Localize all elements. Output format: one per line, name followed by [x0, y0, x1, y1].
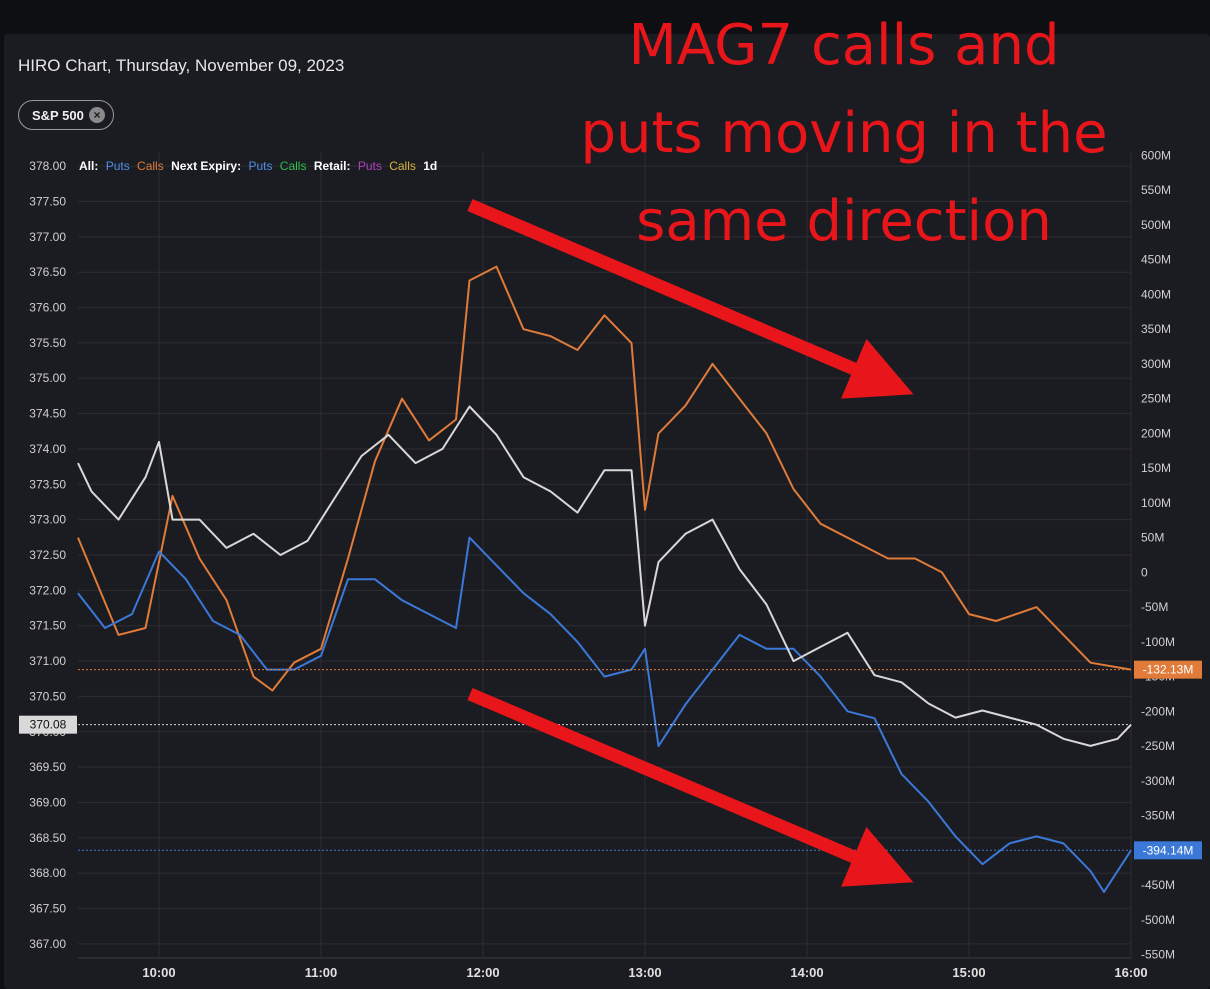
x-tick-label: 13:00: [628, 965, 661, 980]
right-tick-label: -200M: [1141, 704, 1175, 718]
right-tick-label: 300M: [1141, 357, 1171, 371]
left-tick-label: 369.50: [29, 760, 66, 774]
symbol-chip-label: S&P 500: [32, 107, 84, 123]
series-line-calls[interactable]: [77, 265, 1132, 692]
left-tick-label: 369.00: [29, 795, 66, 809]
legend-next-expiry-label: Next Expiry:: [171, 159, 242, 173]
flow-tag-label: -132.13M: [1143, 663, 1194, 677]
x-tick-label: 11:00: [305, 965, 338, 980]
legend-retail-puts[interactable]: Puts: [357, 159, 382, 173]
x-tick-label: 12:00: [466, 965, 499, 980]
flow-tag-label: -394.14M: [1143, 843, 1194, 857]
right-tick-label: 0: [1141, 565, 1148, 579]
lower-arrow: [467, 688, 914, 887]
legend-next-expiry-calls[interactable]: Calls: [279, 159, 307, 173]
price-tag: [19, 715, 77, 734]
chart-legend: All: Puts Calls Next Expiry: Puts Calls …: [79, 159, 441, 173]
price-tag-label: 370.08: [30, 718, 67, 732]
left-tick-label: 367.50: [29, 902, 66, 916]
right-tick-label: -50M: [1141, 600, 1168, 614]
left-tick-label: 373.00: [29, 513, 66, 527]
right-tick-label: 500M: [1141, 218, 1171, 232]
left-tick-label: 377.00: [29, 230, 66, 244]
right-tick-label: 450M: [1141, 253, 1171, 267]
left-tick-label: 376.50: [29, 265, 66, 279]
right-tick-label: 600M: [1141, 148, 1171, 162]
legend-period[interactable]: 1d: [423, 159, 438, 173]
legend-all-label: All:: [79, 159, 99, 173]
right-tick-label: -350M: [1141, 809, 1175, 823]
left-tick-label: 376.00: [29, 301, 66, 315]
left-tick-label: 368.00: [29, 866, 66, 880]
flow-tag: [1134, 660, 1202, 679]
left-tick-label: 368.50: [29, 831, 66, 845]
left-tick-label: 375.00: [29, 371, 66, 385]
right-tick-label: 100M: [1141, 496, 1171, 510]
right-tick-label: -450M: [1141, 878, 1175, 892]
left-tick-label: 371.00: [29, 654, 66, 668]
right-tick-label: 50M: [1141, 531, 1164, 545]
left-tick-label: 374.00: [29, 442, 66, 456]
legend-retail-calls[interactable]: Calls: [389, 159, 416, 173]
right-tick-label: -500M: [1141, 913, 1175, 927]
x-tick-label: 10:00: [142, 965, 175, 980]
last-value-tags: -132.13M -394.14M 370.08: [19, 660, 1202, 860]
right-tick-label: 350M: [1141, 322, 1171, 336]
chart-panel: [4, 34, 1210, 989]
left-tick-label: 377.50: [29, 194, 66, 208]
x-tick-label: 15:00: [952, 965, 985, 980]
legend-all-puts[interactable]: Puts: [105, 159, 130, 173]
time-axis: 10:00 11:00 12:00 13:00 14:00 15:00 16:00: [142, 965, 1147, 980]
chart-grid: [78, 152, 1132, 959]
left-tick-label: 372.00: [29, 583, 66, 597]
right-tick-label: -250M: [1141, 739, 1175, 753]
legend-next-expiry-puts[interactable]: Puts: [248, 159, 273, 173]
x-tick-label: 14:00: [790, 965, 823, 980]
right-tick-label: 400M: [1141, 287, 1171, 301]
right-tick-label: 550M: [1141, 183, 1171, 197]
series-layer: [77, 265, 1132, 893]
left-tick-label: 371.50: [29, 619, 66, 633]
left-tick-label: 378.00: [29, 159, 66, 173]
left-tick-label: 374.50: [29, 407, 66, 421]
symbol-filter-chip[interactable]: S&P 500 ×: [18, 100, 114, 130]
legend-all-calls[interactable]: Calls: [137, 159, 164, 173]
left-tick-label: 373.50: [29, 477, 66, 491]
legend-retail-label: Retail:: [313, 159, 351, 173]
flow-tag: [1134, 841, 1202, 860]
series-line-puts[interactable]: [77, 536, 1132, 893]
x-tick-label: 16:00: [1114, 965, 1147, 980]
chart-title: HIRO Chart, Thursday, November 09, 2023: [18, 56, 345, 75]
left-tick-label: 367.00: [29, 937, 66, 951]
right-tick-label: -550M: [1141, 948, 1175, 962]
right-tick-label: 250M: [1141, 392, 1171, 406]
right-tick-label: -300M: [1141, 774, 1175, 788]
annotation-line-3: same direction: [636, 189, 1052, 254]
left-tick-label: 375.50: [29, 336, 66, 350]
right-flow-axis: 600M 550M 500M 450M 400M 350M 300M 250M 200M 150M…: [1141, 148, 1175, 961]
annotation-line-1: MAG7 calls and: [628, 13, 1060, 78]
right-tick-label: 150M: [1141, 461, 1171, 475]
series-line-s-p-500[interactable]: [77, 405, 1132, 747]
left-price-axis: 378.00 377.50 377.00 376.50 376.00 375.50 375.…: [29, 159, 66, 951]
annotation-line-2: puts moving in the: [580, 101, 1108, 166]
left-tick-label: 370.50: [29, 689, 66, 703]
close-icon[interactable]: ×: [89, 107, 105, 123]
upper-arrow: [467, 199, 914, 399]
right-tick-label: 200M: [1141, 426, 1171, 440]
left-tick-label: 372.50: [29, 548, 66, 562]
right-tick-label: -100M: [1141, 635, 1175, 649]
